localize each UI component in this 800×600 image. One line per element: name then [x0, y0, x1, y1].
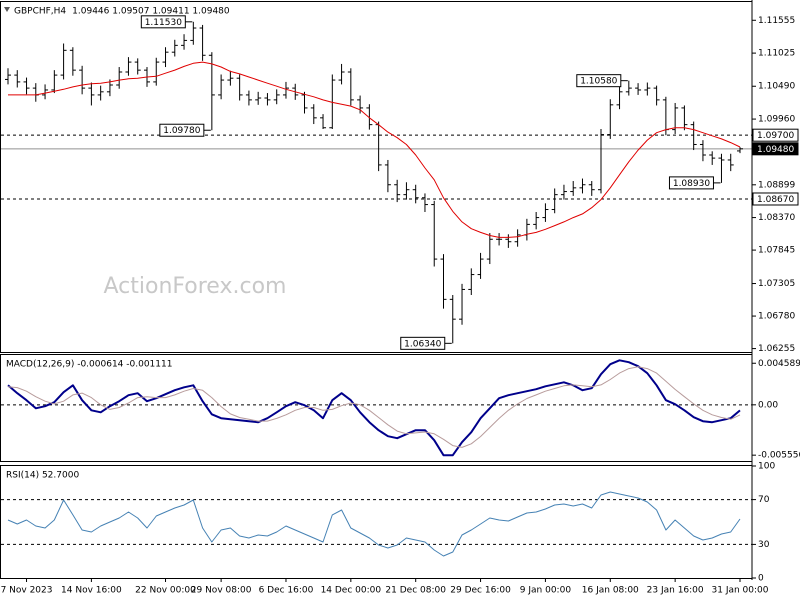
level-label: 1.09700	[757, 131, 794, 141]
panel-title: MACD(12,26,9) -0.000614 -0.001111	[6, 360, 172, 370]
level-label: 1.09480	[757, 145, 794, 155]
x-tick-label: 23 Jan 16:00	[647, 586, 704, 596]
watermark: ActionForex.com	[104, 274, 287, 299]
panel-title: GBPCHF,H4	[14, 7, 66, 17]
annotation-label: 1.11530	[145, 18, 182, 28]
x-tick-label: 14 Dec 00:00	[321, 586, 382, 596]
annotation-box	[576, 74, 622, 88]
y-tick-label: 1.11025	[758, 49, 795, 59]
annotation-box	[159, 123, 205, 137]
annotation-box	[400, 336, 446, 350]
series-line	[7, 491, 741, 557]
x-tick-label: 31 Jan 00:00	[712, 586, 769, 596]
y-tick-label: 30	[758, 540, 770, 550]
level-label: 1.08670	[757, 195, 794, 205]
y-tick-label: 1.08370	[758, 213, 795, 223]
y-tick-label: -0.005556	[758, 451, 800, 461]
y-tick-label: 0	[758, 574, 764, 584]
y-tick-label: 0.004589	[758, 359, 800, 369]
y-tick-label: 1.06780	[758, 312, 795, 322]
x-tick-label: 9 Jan 00:00	[520, 586, 572, 596]
annotation-label: 1.09780	[163, 126, 200, 136]
annotation-box	[668, 176, 714, 190]
x-tick-label: 7 Nov 2023	[1, 586, 53, 596]
series-line	[7, 366, 741, 448]
panel-subtitle: 1.09446 1.09507 1.09411 1.09480	[72, 7, 230, 17]
y-tick-label: 1.11555	[758, 16, 795, 26]
y-tick-label: 1.07305	[758, 279, 795, 289]
x-tick-label: 21 Dec 08:00	[385, 586, 446, 596]
series-line	[8, 61, 741, 238]
annotation-label: 1.10580	[580, 77, 617, 87]
y-tick-label: 1.10490	[758, 82, 795, 92]
level-label-box	[752, 142, 799, 156]
y-tick-label: 0.00	[758, 400, 778, 410]
y-tick-label: 100	[758, 462, 775, 472]
annotation-label: 1.06340	[404, 339, 441, 349]
level-label-box	[752, 128, 799, 142]
symbol-icon	[4, 7, 10, 12]
annotation-label: 1.08930	[673, 179, 710, 189]
y-tick-label: 1.06255	[758, 344, 795, 354]
panel-title: RSI(14) 52.7000	[6, 471, 79, 481]
y-tick-label: 1.08899	[758, 180, 795, 190]
y-tick-label: 1.09960	[758, 115, 795, 125]
x-tick-label: 6 Dec 16:00	[259, 586, 314, 596]
y-tick-label: 70	[758, 495, 770, 505]
x-tick-label: 29 Dec 16:00	[450, 586, 511, 596]
annotation-box	[140, 15, 186, 29]
x-tick-label: 16 Jan 08:00	[582, 586, 639, 596]
x-tick-label: 14 Nov 16:00	[61, 586, 122, 596]
x-tick-label: 29 Nov 08:00	[191, 586, 252, 596]
level-label-box	[752, 192, 799, 206]
y-tick-label: 1.07845	[758, 246, 795, 256]
x-tick-label: 22 Nov 00:00	[135, 586, 196, 596]
series-line	[7, 359, 741, 457]
